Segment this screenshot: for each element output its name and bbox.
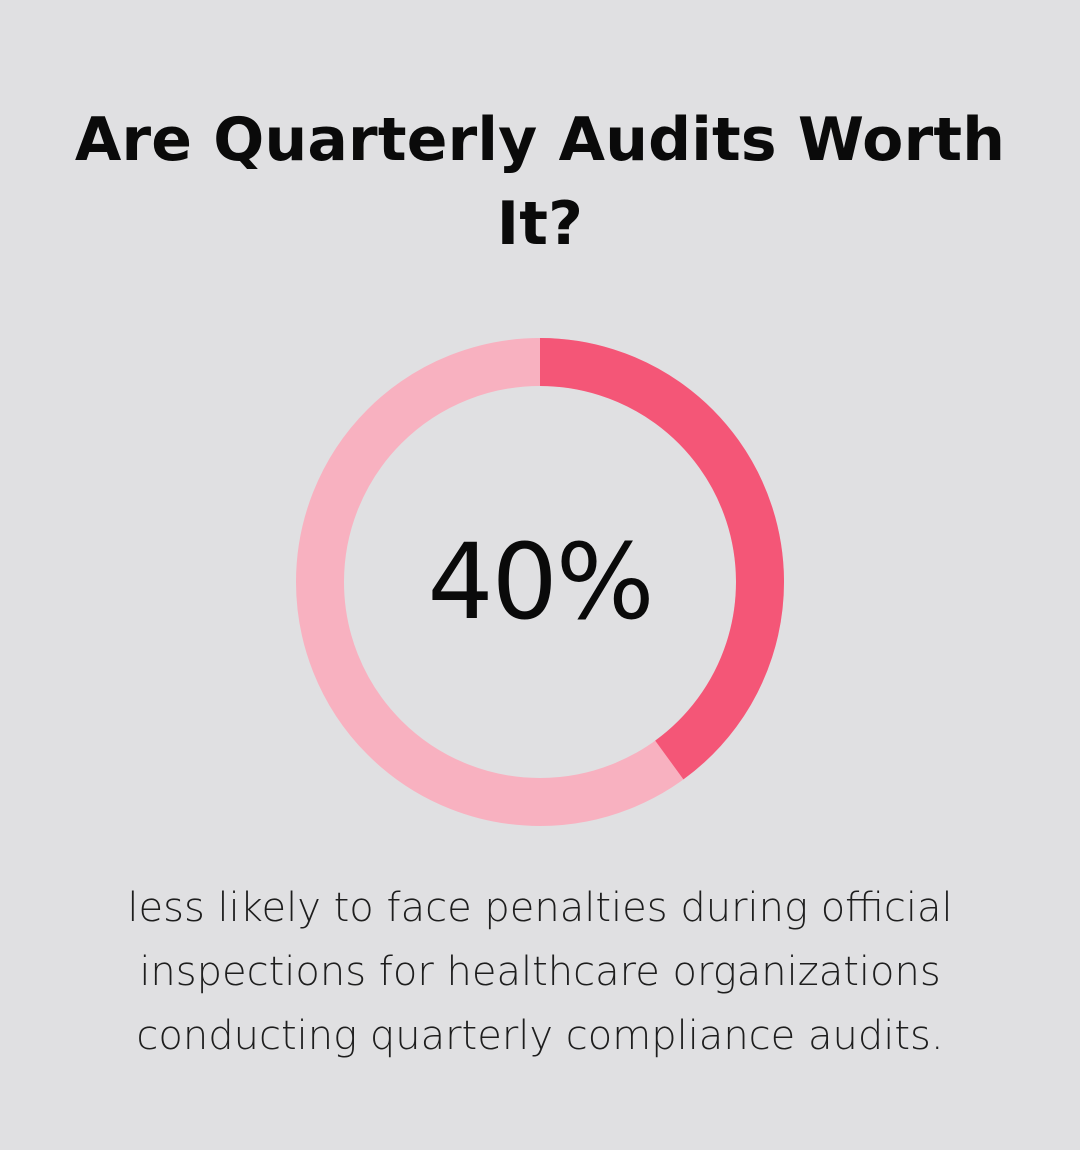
donut-center-value: 40% bbox=[427, 521, 654, 643]
infographic-title: Are Quarterly Audits Worth It? bbox=[74, 105, 1006, 259]
donut-chart bbox=[290, 332, 790, 832]
stat-caption: less likely to face penalties during off… bbox=[127, 885, 953, 1059]
donut-value-arc bbox=[539, 338, 784, 780]
donut-chart-svg bbox=[296, 338, 784, 826]
